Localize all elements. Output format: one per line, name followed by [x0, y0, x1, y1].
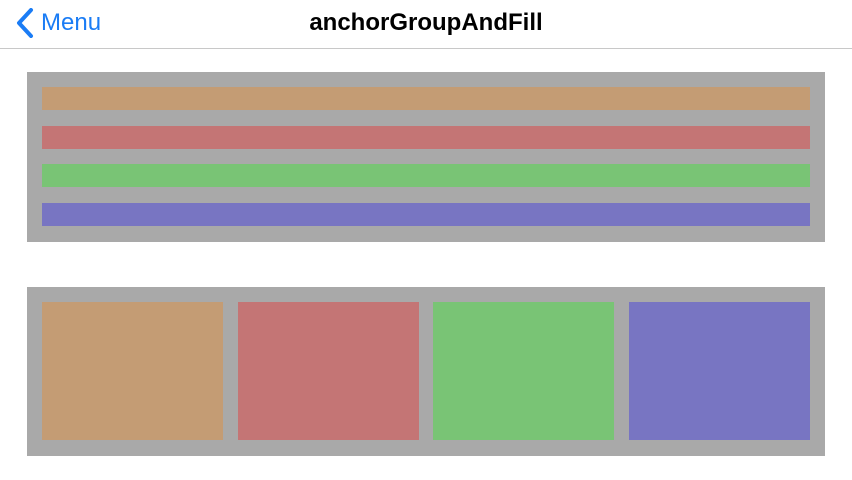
red-box [238, 302, 419, 440]
green-bar [42, 164, 810, 187]
navigation-bar: Menu anchorGroupAndFill [0, 0, 852, 49]
tan-bar [42, 87, 810, 110]
boxes-panel [27, 287, 825, 456]
back-button-label: Menu [41, 9, 102, 36]
green-box [433, 302, 614, 440]
page-title: anchorGroupAndFill [309, 9, 543, 36]
chevron-left-icon [17, 8, 33, 38]
blue-box [629, 302, 810, 440]
blue-bar [42, 203, 810, 226]
horizontal-bars-panel [27, 72, 825, 242]
back-button[interactable]: Menu [16, 6, 101, 40]
red-bar [42, 126, 810, 149]
tan-box [42, 302, 223, 440]
